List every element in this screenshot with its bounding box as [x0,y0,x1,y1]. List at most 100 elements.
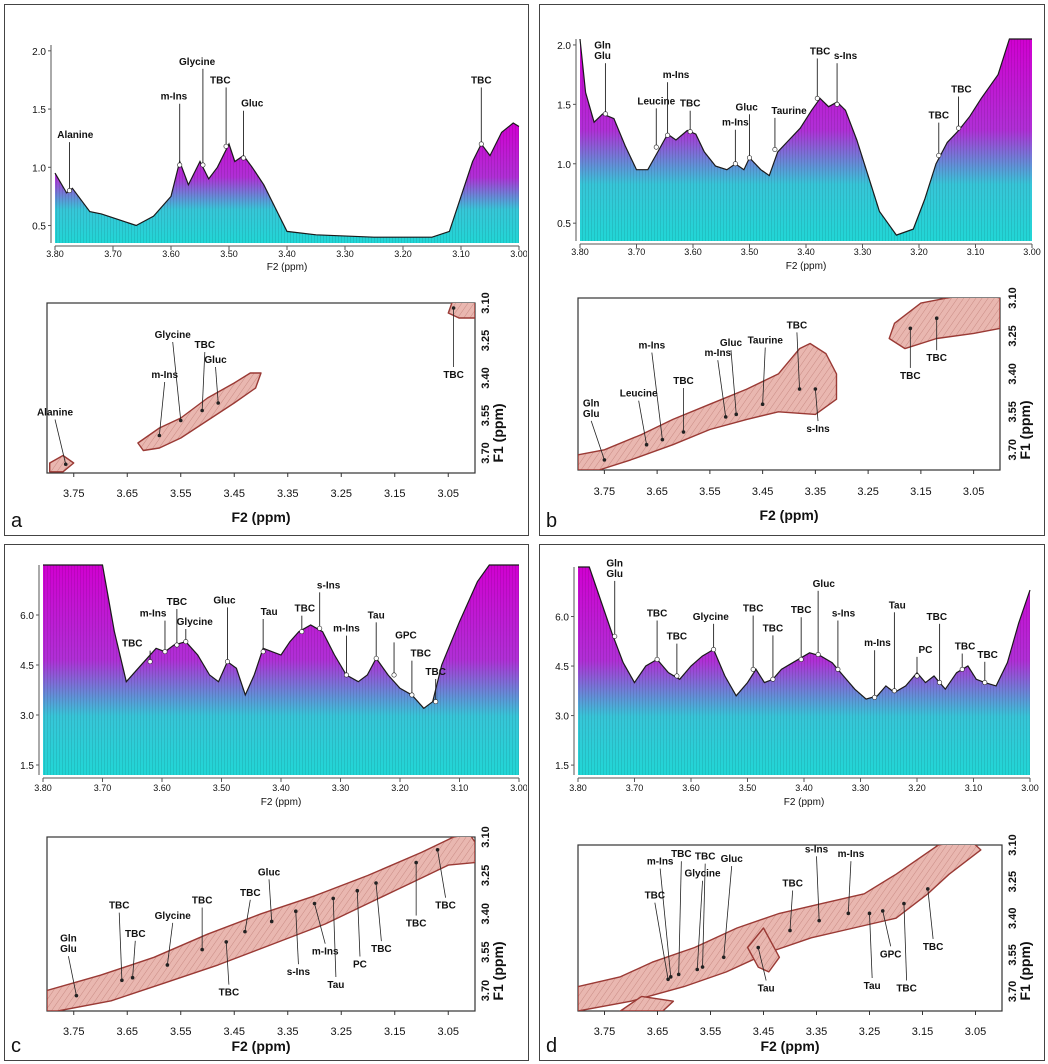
peak-label: TBC [673,376,694,387]
x-tick-label: 3.60 [682,783,700,793]
peak-marker [157,433,162,438]
peak-annotation: Alanine [37,408,74,467]
y-tick-label: 2.0 [557,41,571,52]
y-tick-label: 0.5 [32,222,46,233]
x-tick-label: 3.35 [805,486,826,498]
peak-label: m-Ins [140,609,167,620]
contour-region [619,995,675,1011]
x-tick-label: 3.50 [739,783,757,793]
peak-leader-line [659,868,672,977]
x-tick-label: 3.80 [34,783,52,793]
peak-marker [732,161,738,167]
peak-marker [750,666,756,672]
peak-label: TBC [645,891,666,902]
peak-leader-line [225,941,230,985]
x-tick-label: 3.75 [63,1026,84,1038]
peak-label: TBC [195,340,216,351]
x-tick-label: 3.30 [852,783,870,793]
panel-a-figure: 2.0 1.5 1.0 0.5 3.80 3.70 3.60 3.50 3.40 3.30 3.20… [32,45,527,525]
x-tick-label: 3.00 [1021,783,1039,793]
x-tick-label: 3.10 [965,783,983,793]
contour-region [137,372,262,452]
y-axis-label: F1 (ppm) [490,403,506,462]
peak-marker [872,694,878,700]
peak-marker [723,415,728,419]
peak-label: TBC [810,46,831,57]
peak-label: Alanine [37,408,74,419]
peak-marker [299,629,305,635]
peak-label: TBC [411,649,432,660]
peak-marker [956,125,962,131]
peak-leader-line [702,863,706,968]
spectrum-hatch [55,123,519,243]
peak-annotation: Gluc [241,99,264,161]
peak-marker [200,162,206,168]
peak-label: m-Ins [333,624,360,635]
peak-leader-line [132,940,136,978]
spectrum-hatch [580,39,1032,241]
peak-marker [433,699,439,705]
peak-leader-line [166,922,174,965]
peak-label: Gluc [258,867,281,878]
peak-marker [343,672,349,678]
x-tick-label: 3.50 [741,247,759,257]
peak-label: Gluc [736,102,759,113]
peak-annotation: Tau [864,911,881,992]
peak-marker [331,896,336,901]
peak-marker [721,955,726,960]
y-tick-label: 3.10 [1007,287,1019,308]
peak-label: s-Ins [834,51,858,62]
peak-marker [391,672,397,678]
peak-annotation: TBC [810,46,831,101]
peak-label: TBC [122,639,143,650]
peak-leader-line [68,956,77,996]
peak-label: TBC [680,99,701,110]
peak-marker [798,656,804,662]
peak-marker [200,947,204,952]
x-tick-label: 3.35 [806,1026,827,1038]
x-tick-label: 3.80 [569,783,587,793]
peak-marker [312,901,317,906]
y-tick-label: 3.0 [20,711,34,722]
peak-annotation: TBC [896,901,917,994]
peak-marker [982,680,988,686]
peak-label: GPC [880,949,902,960]
peak-label: TBC [647,609,668,620]
x-tick-label: 3.25 [331,488,352,500]
peak-label: s-Ins [805,844,829,855]
x-tick-label: 3.65 [117,1026,138,1038]
y-tick-label: 6.0 [20,611,34,622]
peak-annotation: m-Ins [647,857,674,979]
x-tick-label: 3.05 [438,488,459,500]
peak-annotation: TBC [787,320,807,391]
peak-label: TBC [192,896,213,907]
peak-annotation: Glycine [684,869,721,972]
peak-marker [660,437,665,442]
x-axis-label: F2 (ppm) [231,1038,290,1054]
peak-marker [674,673,680,679]
x-axis-label: F2 (ppm) [760,1038,819,1054]
peak-annotation: Alanine [57,130,94,194]
peak-annotation: Tau [756,945,775,994]
x-tick-label: 3.30 [336,249,354,259]
peak-label: m-Ins [722,118,749,129]
peak-leader-line [201,351,206,411]
peak-leader-line [762,347,766,405]
peak-annotation: TBC [371,881,392,955]
peak-label: TBC [763,623,784,634]
peak-marker [200,408,204,413]
x-tick-label: 3.45 [224,488,245,500]
peak-leader-line [118,912,123,981]
peak-marker [747,155,753,161]
x-tick-label: 3.80 [46,249,64,259]
peak-label: TBC [926,612,947,623]
peak-marker [654,656,660,662]
peak-label: s-Ins [317,580,341,591]
y-tick-label: 6.0 [555,613,569,624]
peak-annotation: TBC [219,940,239,999]
peak-annotation: Glycine [155,911,191,967]
peak-label: Gln Glu [594,41,611,63]
peak-leader-line [757,947,767,981]
x-tick-label: 3.45 [753,1026,774,1038]
peak-annotation: TBC [782,879,803,933]
